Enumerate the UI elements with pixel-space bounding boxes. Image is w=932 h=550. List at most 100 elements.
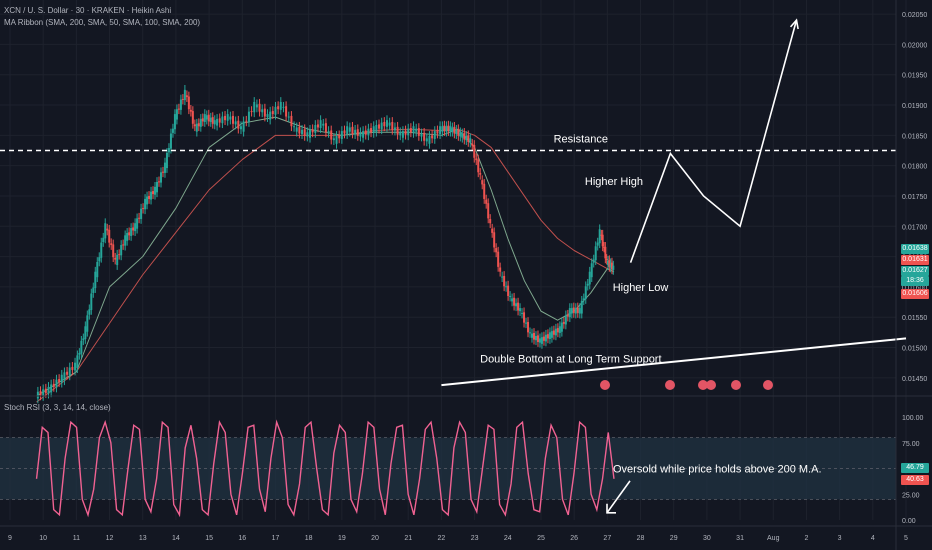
candle-body	[179, 99, 182, 110]
candle-body	[234, 121, 237, 125]
candle-body	[195, 123, 198, 132]
projection-path[interactable]	[629, 19, 798, 263]
candle-body	[338, 135, 341, 139]
candle-body	[185, 95, 188, 98]
candle-body	[441, 126, 444, 132]
event-icon[interactable]	[665, 380, 675, 390]
candle-body	[175, 109, 178, 120]
candle-body	[578, 308, 581, 314]
candle-body	[261, 109, 264, 113]
candle-body	[82, 338, 85, 341]
candle-body	[600, 234, 603, 236]
candle-body	[120, 245, 123, 256]
candle-body	[354, 129, 357, 135]
candle-body	[385, 120, 388, 127]
rsi-arrow-shaft	[606, 480, 631, 514]
candle-body	[63, 372, 66, 381]
candle-body	[572, 307, 575, 313]
time-tick-label: 14	[172, 535, 180, 542]
candle-body	[445, 126, 448, 132]
candle-body	[100, 242, 103, 258]
candle-body	[189, 109, 192, 112]
candle-body	[356, 129, 359, 136]
candle-body	[327, 131, 330, 133]
candle-body	[503, 275, 506, 287]
candle-body	[391, 121, 394, 130]
time-tick-label: 11	[73, 535, 80, 542]
candle-body	[90, 293, 93, 310]
candle-body	[167, 148, 170, 153]
time-tick-label: 12	[106, 535, 114, 542]
candle-body	[594, 246, 597, 261]
indicator-title: MA Ribbon (SMA, 200, SMA, 50, SMA, 100, …	[4, 18, 201, 27]
candle-body	[271, 111, 274, 115]
symbol-title: XCN / U. S. Dollar · 30 · KRAKEN · Heiki…	[4, 6, 172, 15]
candle-body	[469, 138, 472, 143]
candle-body	[253, 101, 256, 113]
candle-body	[608, 260, 611, 267]
event-icon[interactable]	[600, 380, 610, 390]
candle-body	[150, 191, 153, 200]
candle-body	[303, 129, 306, 136]
candle-body	[359, 132, 362, 137]
price-tick-label: 0.02050	[902, 12, 927, 19]
time-tick-label: 25	[537, 535, 545, 542]
candle-body	[554, 328, 557, 336]
candle-body	[224, 115, 227, 121]
stoch-k-line	[35, 419, 615, 518]
candle-body	[74, 362, 77, 371]
time-tick-label: 23	[471, 535, 479, 542]
candle-body	[404, 130, 407, 135]
candle-body	[287, 116, 290, 118]
candle-body	[380, 122, 383, 130]
candle-body	[250, 111, 253, 113]
rsi-arrowhead	[606, 503, 616, 514]
annotation-label: Higher Low	[613, 282, 669, 294]
candle-body	[372, 126, 375, 133]
candle-body	[546, 334, 549, 339]
time-tick-label: 10	[39, 535, 47, 542]
event-markers[interactable]	[600, 380, 773, 390]
candle-body	[603, 246, 606, 248]
candle-body	[367, 128, 370, 136]
projection-arrowhead	[789, 18, 799, 30]
candle-body	[242, 121, 245, 132]
candle-body	[425, 138, 428, 142]
event-icon[interactable]	[731, 380, 741, 390]
candle-body	[171, 128, 174, 133]
candle-body	[453, 126, 456, 134]
candle-body	[610, 262, 613, 270]
event-icon[interactable]	[706, 380, 716, 390]
candle-body	[84, 326, 87, 340]
candle-body	[362, 131, 365, 138]
candle-body	[96, 262, 99, 278]
candle-body	[132, 227, 135, 231]
candle-body	[60, 374, 63, 383]
price-badge: 0.01627	[901, 266, 929, 276]
event-icon[interactable]	[698, 380, 708, 390]
time-tick-label: 4	[871, 535, 875, 542]
event-icon[interactable]	[763, 380, 773, 390]
candle-body	[343, 130, 346, 134]
candle-body	[144, 198, 147, 210]
candle-body	[201, 118, 204, 122]
price-tick-label: 0.02000	[902, 42, 927, 49]
candle-body	[592, 259, 595, 263]
candle-body	[447, 125, 450, 132]
candle-body	[431, 135, 434, 139]
candle-body	[158, 181, 161, 183]
candle-body	[517, 302, 520, 311]
candle-body	[399, 132, 402, 136]
candle-body	[330, 130, 333, 140]
price-badge: 0.01638	[901, 244, 929, 254]
candle-body	[335, 135, 338, 144]
candle-body	[536, 335, 539, 343]
candle-body	[590, 263, 593, 278]
candle-body	[140, 208, 143, 219]
time-tick-label: 17	[272, 535, 280, 542]
support-trendline[interactable]	[441, 337, 907, 387]
annotation-label: Double Bottom at Long Term Support	[480, 354, 661, 366]
